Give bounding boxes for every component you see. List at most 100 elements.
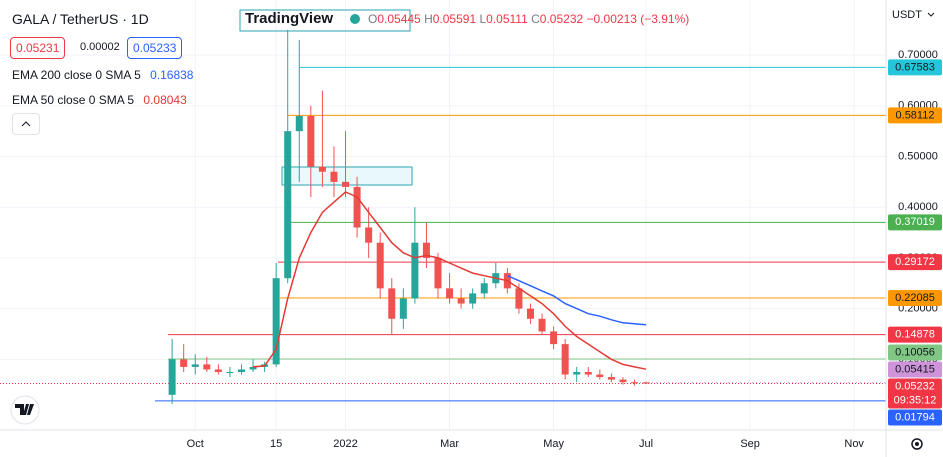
candle-body xyxy=(365,227,373,243)
candle-body xyxy=(168,359,176,395)
drawn-rectangle xyxy=(239,9,411,32)
candle-body xyxy=(249,366,257,370)
price-tag xyxy=(888,214,942,231)
candle-body xyxy=(457,298,465,304)
x-tick-label: Oct xyxy=(187,438,204,450)
y-tick-label: 0.50000 xyxy=(898,150,938,162)
candle-body xyxy=(631,382,639,384)
price-tag xyxy=(888,290,942,307)
price-tag-label: 0.05232 xyxy=(895,380,935,392)
y-tick-label: 0.40000 xyxy=(898,201,938,213)
currency[interactable]: USDT xyxy=(892,9,922,21)
candle-body xyxy=(411,242,419,299)
sell-button[interactable]: 0.05231 xyxy=(10,37,66,59)
indicator-value: 0.08043 xyxy=(143,93,187,107)
price-tag-label: 0.37019 xyxy=(895,216,935,228)
price-tag-label: 0.22085 xyxy=(895,292,935,304)
candle-body xyxy=(480,283,488,294)
price-tag xyxy=(888,59,942,76)
collapse-icon xyxy=(21,121,31,127)
buy-button[interactable]: 0.05233 xyxy=(127,37,183,59)
candle-body xyxy=(596,374,604,378)
indicator-legend[interactable]: EMA 50 close 0 SMA 5 0.08043 xyxy=(12,93,187,107)
price-tag xyxy=(888,254,942,271)
price-tag-label: 0.10056 xyxy=(895,346,935,358)
y-tick-label: 0.70000 xyxy=(898,49,938,61)
x-tick-label: Sep xyxy=(740,438,760,450)
collapse-button[interactable] xyxy=(12,113,40,135)
brand: TradingView xyxy=(245,10,334,27)
candle-body xyxy=(619,379,627,383)
candle-body xyxy=(180,359,188,367)
indicator-name: EMA 200 close 0 SMA 5 xyxy=(12,68,141,82)
candle-body xyxy=(237,369,245,372)
candle-body xyxy=(422,242,430,258)
ohlc-label: C xyxy=(531,12,540,26)
candle-body xyxy=(191,364,199,367)
price-tag-label: 0.05415 xyxy=(895,363,935,375)
spread: 0.00002 xyxy=(80,41,120,53)
price-tag xyxy=(888,361,942,378)
x-tick-label: Mar xyxy=(440,438,459,450)
candle-body xyxy=(573,371,581,375)
price-tag xyxy=(888,378,942,409)
candle-body xyxy=(330,171,338,182)
candle-body xyxy=(469,293,477,304)
symbol-title[interactable]: GALA / TetherUS · 1D xyxy=(12,11,149,27)
ohlc-legend: O0.05445 H0.05591 L0.05111 C0.05232 −0.0… xyxy=(368,12,689,26)
x-tick-label: Nov xyxy=(844,438,864,450)
price-tag-label: 0.14878 xyxy=(895,328,935,340)
ohlc-label: H xyxy=(424,12,433,26)
ohlc-value: 0.05591 xyxy=(432,12,477,26)
currency-dropdown[interactable] xyxy=(927,12,935,17)
indicator-legend[interactable]: EMA 200 close 0 SMA 5 0.16838 xyxy=(12,68,193,82)
candle-body xyxy=(607,377,615,380)
x-tick-label: 2022 xyxy=(333,438,357,450)
plot-area xyxy=(0,0,886,430)
settings-button[interactable] xyxy=(911,438,923,450)
candle-body xyxy=(584,371,592,375)
candle-body xyxy=(388,288,396,319)
candle-body xyxy=(538,318,546,332)
x-tick-label: Jul xyxy=(639,438,653,450)
price-tag xyxy=(888,326,942,343)
countdown: 09:35:12 xyxy=(894,394,937,406)
candle-body xyxy=(434,257,442,289)
indicator-line xyxy=(252,191,647,370)
ohlc-value: 0.05232 xyxy=(539,12,584,26)
candle-body xyxy=(203,364,211,370)
change: −0.00213 (−3.91%) xyxy=(586,12,690,26)
price-tag-label: 0.58112 xyxy=(896,109,935,121)
price-tag xyxy=(888,107,942,124)
candle-body xyxy=(550,331,558,345)
price-tag xyxy=(888,409,942,426)
ohlc-label: O xyxy=(368,12,378,26)
x-tick-label: 15 xyxy=(270,438,282,450)
candle-body xyxy=(214,369,222,372)
x-tick-label: May xyxy=(543,438,564,450)
candle-body xyxy=(284,131,292,279)
status-dot xyxy=(350,14,360,24)
candle-body xyxy=(526,308,534,319)
candle-body xyxy=(307,115,315,167)
candle-body xyxy=(342,181,350,187)
tradingview-logo xyxy=(10,395,40,425)
price-tag xyxy=(888,344,942,361)
candle-body xyxy=(295,115,303,132)
indicator-name: EMA 50 close 0 SMA 5 xyxy=(12,93,135,107)
price-tag-label: 0.67583 xyxy=(895,61,935,73)
candle-body xyxy=(226,371,234,373)
candle-body xyxy=(376,242,384,289)
price-tag-label: 0.01794 xyxy=(895,411,935,423)
ohlc-value: 0.05111 xyxy=(486,12,528,26)
indicator-line xyxy=(507,275,647,326)
indicator-value: 0.16838 xyxy=(150,68,194,82)
ohlc-value: 0.05445 xyxy=(377,12,421,26)
candle-body xyxy=(515,288,523,309)
candle-body xyxy=(642,382,650,384)
price-tag-label: 0.29172 xyxy=(895,256,935,268)
candle-body xyxy=(561,344,569,375)
ohlc-label: L xyxy=(479,12,487,26)
